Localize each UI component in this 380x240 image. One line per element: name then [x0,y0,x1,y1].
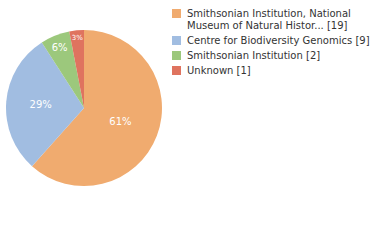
svg-text:6%: 6% [52,42,68,53]
html-text:Unknown [1]: Unknown [1] [187,65,251,76]
svg-text:3%: 3% [72,33,83,42]
html-text:Smithsonian Institution [2]: Smithsonian Institution [2] [187,50,321,61]
svg-text:61%: 61% [109,116,131,127]
html-text:Smithsonian Institution, Natio: Smithsonian Institution, National Museum… [187,8,351,31]
svg-text:29%: 29% [30,99,52,110]
html-text:Centre for Biodiversity Genomi: Centre for Biodiversity Genomics [9] [187,35,370,46]
